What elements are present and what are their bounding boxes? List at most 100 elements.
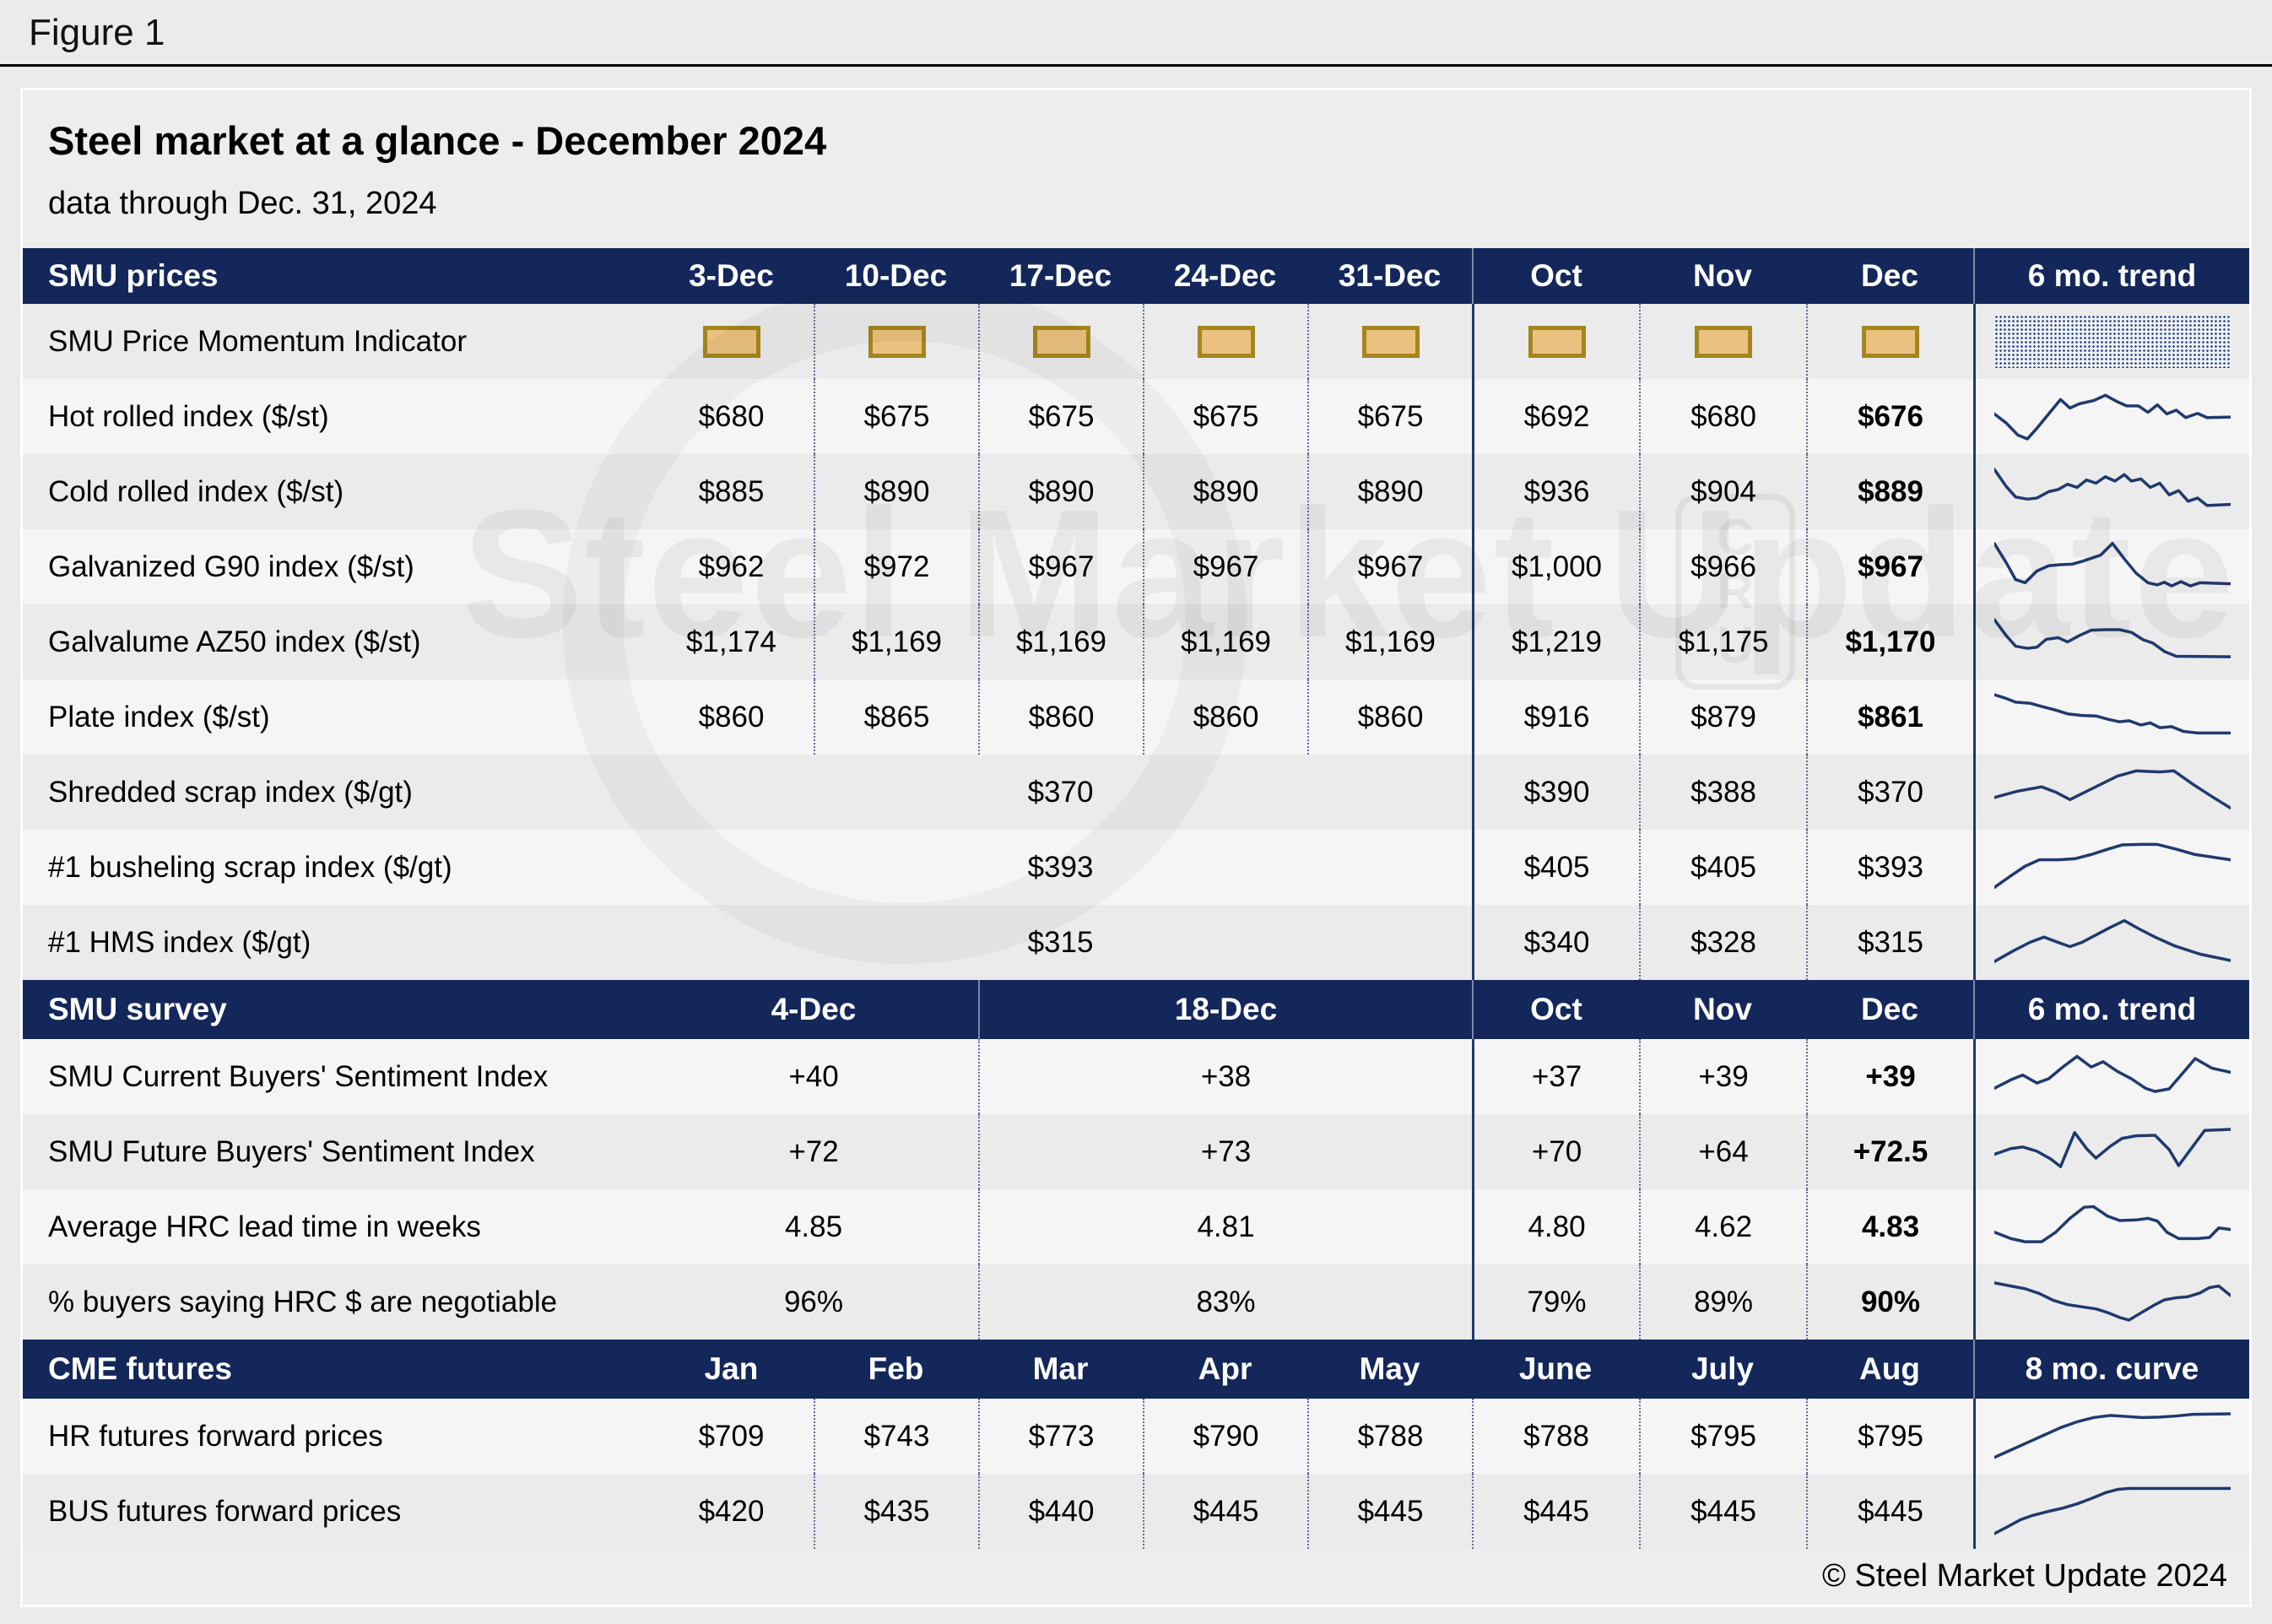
value-cell: $788: [1307, 1399, 1472, 1474]
momentum-cell: [1307, 304, 1472, 379]
page-subtitle: data through Dec. 31, 2024: [48, 186, 437, 221]
table-row: % buyers saying HRC $ are negotiable 96% 8…: [23, 1264, 2249, 1340]
trend-sparkline: [1994, 690, 2231, 744]
table-row: HR futures forward prices $709 $743 $773 $79…: [23, 1399, 2249, 1474]
momentum-indicator-box: [868, 325, 926, 358]
trend-sparkline: [1994, 1125, 2231, 1178]
momentum-cell: [649, 304, 814, 379]
table-row: Plate index ($/st) $860 $865 $860 $860 $860 $9…: [23, 679, 2249, 755]
column-header: 4-Dec: [771, 992, 857, 1026]
panel-header: Steel market at a glance - December 2024…: [23, 90, 2249, 248]
value-cell: +72: [788, 1134, 839, 1168]
column-header: July: [1690, 1351, 1755, 1386]
page-title: Steel market at a glance - December 2024: [48, 118, 827, 163]
section-title: SMU survey: [48, 992, 227, 1026]
value-cell: $445: [1472, 1474, 1639, 1549]
trend-cell: [1973, 604, 2249, 679]
figure-panel: Steel market at a glance - December 2024…: [20, 88, 2252, 1607]
value-cell: $967: [1806, 529, 1973, 604]
row-label: Galvalume AZ50 index ($/st): [48, 625, 421, 658]
row-label: SMU Price Momentum Indicator: [48, 324, 467, 358]
momentum-indicator-box: [1528, 325, 1586, 358]
column-header: 24-Dec: [1173, 258, 1277, 293]
value-cell: $370: [1027, 775, 1094, 809]
trend-cell: [1973, 755, 2249, 830]
value-cell: $675: [1307, 379, 1472, 454]
column-header: Nov: [1693, 992, 1752, 1026]
momentum-trend-hatch: [1994, 315, 2231, 368]
value-cell: 90%: [1806, 1264, 1973, 1340]
trend-sparkline: [1994, 1200, 2231, 1253]
value-cell: $860: [1307, 679, 1472, 755]
row-label: Plate index ($/st): [48, 700, 270, 734]
value-cell: $445: [1143, 1474, 1307, 1549]
value-cell: $445: [1806, 1474, 1973, 1549]
value-cell: $1,169: [814, 604, 978, 679]
value-cell: $1,175: [1639, 604, 1806, 679]
trend-cell: [1973, 1399, 2249, 1474]
value-cell: $966: [1639, 529, 1806, 604]
value-cell: $861: [1806, 679, 1973, 755]
row-label: HR futures forward prices: [48, 1419, 383, 1453]
value-cell: 4.83: [1806, 1189, 1973, 1264]
column-header: Aug: [1859, 1351, 1920, 1386]
trend-cell: [1973, 1039, 2249, 1114]
section-header-row: CME futures Jan Feb Mar Apr May June July Aug 8 m…: [23, 1340, 2249, 1399]
momentum-cell: [1806, 304, 1973, 379]
value-cell: $890: [1307, 454, 1472, 529]
momentum-cell: [814, 304, 978, 379]
value-cell: $788: [1472, 1399, 1639, 1474]
trend-sparkline: [1994, 766, 2231, 819]
value-cell: $1,174: [685, 625, 777, 658]
value-cell: +64: [1639, 1114, 1806, 1189]
value-cell: $1,000: [1472, 529, 1639, 604]
value-cell: $1,169: [1143, 604, 1307, 679]
value-cell: $680: [698, 399, 765, 433]
value-cell: $962: [698, 549, 765, 583]
value-cell: 4.81: [978, 1189, 1472, 1264]
trend-cell: [1973, 529, 2249, 604]
value-cell: $860: [1143, 679, 1307, 755]
trend-column-header: 6 mo. trend: [1973, 248, 2249, 304]
momentum-cell: [1472, 304, 1639, 379]
column-header: 18-Dec: [978, 980, 1472, 1039]
column-header: 17-Dec: [1009, 258, 1112, 293]
row-label: Galvanized G90 index ($/st): [48, 549, 414, 583]
value-cell: $676: [1806, 379, 1973, 454]
value-cell: $435: [814, 1474, 978, 1549]
trend-sparkline: [1994, 1485, 2231, 1538]
section-title: CME futures: [48, 1351, 232, 1386]
momentum-cell: [978, 304, 1143, 379]
trend-sparkline: [1994, 1410, 2231, 1463]
table-row: Average HRC lead time in weeks 4.85 4.81 4.…: [23, 1189, 2249, 1264]
copyright-footer: © Steel Market Update 2024: [1821, 1558, 2227, 1594]
row-label: SMU Future Buyers' Sentiment Index: [48, 1134, 535, 1168]
value-cell: +39: [1639, 1039, 1806, 1114]
value-cell: $904: [1639, 454, 1806, 529]
value-cell: 4.80: [1472, 1189, 1639, 1264]
table-row: BUS futures forward prices $420 $435 $440 $4…: [23, 1474, 2249, 1549]
smu-prices-section: SMU prices 3-Dec 10-Dec 17-Dec 24-Dec 31-Dec O…: [23, 248, 2249, 980]
value-cell: $1,169: [1307, 604, 1472, 679]
trend-cell: [1973, 304, 2249, 379]
table-row: Cold rolled index ($/st) $885 $890 $890 $890…: [23, 454, 2249, 529]
figure-label: Figure 1: [29, 12, 165, 53]
trend-cell: [1973, 454, 2249, 529]
section-header-row: SMU prices 3-Dec 10-Dec 17-Dec 24-Dec 31-Dec O…: [23, 248, 2249, 304]
column-header: Oct: [1472, 248, 1639, 304]
column-header: Apr: [1198, 1351, 1252, 1386]
value-cell: $1,169: [978, 604, 1143, 679]
column-header: Jan: [704, 1351, 759, 1386]
row-label: #1 HMS index ($/gt): [48, 925, 311, 959]
value-cell: $916: [1472, 679, 1639, 755]
column-header: 3-Dec: [689, 258, 774, 293]
momentum-indicator-box: [1695, 325, 1752, 358]
trend-cell: [1973, 379, 2249, 454]
value-cell: +40: [788, 1059, 839, 1093]
table-row: Galvalume AZ50 index ($/st) $1,174 $1,169 $…: [23, 604, 2249, 679]
value-cell: $370: [1806, 755, 1973, 830]
smu-survey-section: SMU survey 4-Dec 18-Dec Oct Nov Dec 6 mo. tren…: [23, 980, 2249, 1340]
value-cell: $1,219: [1472, 604, 1639, 679]
value-cell: $795: [1639, 1399, 1806, 1474]
